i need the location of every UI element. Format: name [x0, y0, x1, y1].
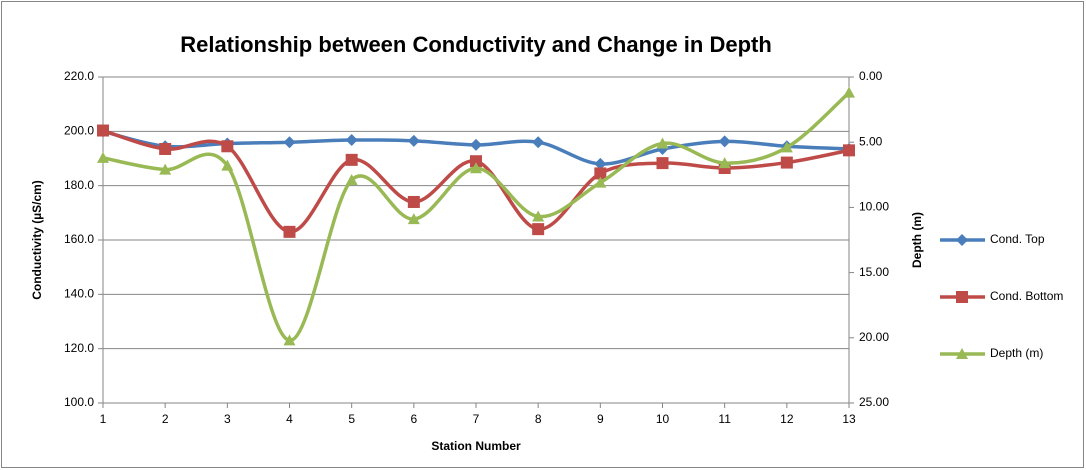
marker: [594, 176, 607, 188]
marker: [718, 135, 731, 148]
x-tick-label: 9: [597, 412, 604, 426]
x-tick-label: 2: [162, 412, 169, 426]
y2-tick-label: 0.00: [859, 69, 883, 83]
legend-marker: [956, 291, 968, 303]
marker: [532, 136, 545, 149]
x-tick-label: 12: [780, 412, 794, 426]
marker: [470, 138, 482, 151]
marker: [718, 157, 731, 169]
y-tick-label: 200.0: [64, 124, 94, 138]
legend-marker: [956, 348, 968, 359]
marker: [407, 213, 420, 225]
legend-label: Cond. Top: [990, 232, 1045, 246]
marker: [656, 157, 669, 170]
legend-label: Cond. Bottom: [990, 289, 1063, 303]
y-axis-label: Conductivity (µS/cm): [30, 180, 44, 300]
x-tick-label: 5: [348, 412, 355, 426]
y2-axis-label: Depth (m): [910, 212, 924, 268]
marker: [843, 144, 855, 157]
y-tick-label: 140.0: [64, 287, 94, 301]
y-tick-label: 180.0: [64, 178, 94, 192]
marker: [594, 157, 607, 170]
y2-tick-label: 25.00: [859, 395, 889, 409]
y-tick-label: 100.0: [64, 395, 94, 409]
marker: [345, 153, 358, 166]
legend-label: Depth (m): [990, 346, 1043, 360]
y2-tick-label: 10.00: [859, 200, 889, 214]
x-tick-label: 7: [473, 412, 480, 426]
marker: [470, 155, 482, 168]
marker: [843, 86, 855, 98]
y-tick-label: 160.0: [64, 232, 94, 246]
y-tick-label: 220.0: [64, 69, 94, 83]
y2-tick-label: 15.00: [859, 265, 889, 279]
marker: [470, 162, 482, 174]
marker: [407, 134, 420, 147]
marker: [594, 167, 607, 180]
marker: [97, 124, 109, 137]
plot-border: [102, 76, 850, 404]
marker: [532, 210, 545, 222]
marker: [656, 137, 669, 149]
marker: [283, 225, 296, 238]
marker: [97, 151, 109, 163]
x-tick-label: 6: [410, 412, 417, 426]
chart-title: Relationship between Conductivity and Ch…: [180, 32, 772, 57]
x-tick-label: 1: [100, 412, 107, 426]
marker: [283, 334, 296, 346]
marker: [221, 159, 234, 171]
x-tick-label: 10: [656, 412, 670, 426]
x-tick-label: 11: [718, 412, 731, 426]
x-tick-label: 13: [842, 412, 856, 426]
marker: [283, 136, 296, 149]
x-tick-label: 4: [286, 412, 293, 426]
x-tick-label: 3: [224, 412, 231, 426]
marker: [159, 163, 172, 175]
x-tick-label: 8: [535, 412, 542, 426]
series-line: [102, 91, 851, 343]
y2-tick-label: 20.00: [859, 330, 889, 344]
y2-tick-label: 5.00: [859, 134, 883, 148]
marker: [345, 134, 358, 147]
y-tick-label: 120.0: [64, 341, 94, 355]
marker: [159, 142, 172, 155]
marker: [221, 140, 234, 153]
marker: [780, 156, 793, 169]
marker: [780, 141, 793, 153]
legend-marker: [956, 234, 968, 246]
x-axis-label: Station Number: [431, 439, 521, 453]
marker: [532, 223, 545, 236]
marker: [345, 174, 358, 186]
marker: [407, 195, 420, 208]
